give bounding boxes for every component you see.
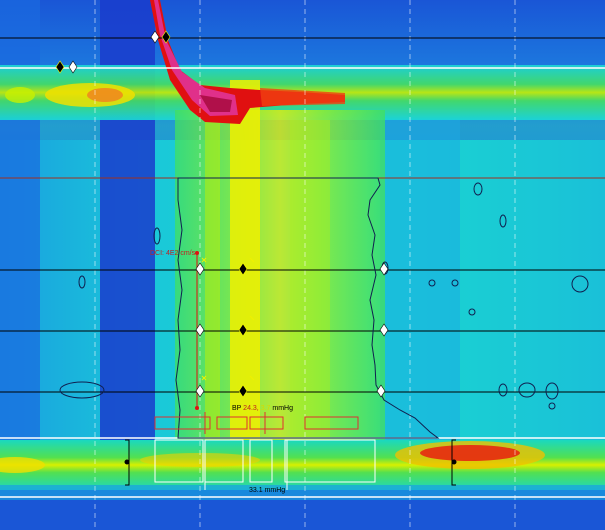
bp-value: 24.3, [243, 405, 259, 412]
bp-unit: mmHg [272, 405, 293, 412]
dci-end-point[interactable] [195, 406, 199, 410]
dci-annotation: DCI: 4E2 cm/s [150, 250, 195, 257]
bp-annotation: BP 24.3, 3.7 mmHg [232, 405, 293, 412]
bp-label: BP [232, 405, 241, 412]
dci-label: DCI: [150, 250, 164, 257]
dci-value: 4E2 cm/s [166, 250, 195, 257]
irp-pressure-label: 33.1 mmHg [249, 487, 285, 494]
dci-start-point[interactable] [195, 251, 199, 255]
bp-value-secondary: 3.7 [261, 405, 271, 412]
